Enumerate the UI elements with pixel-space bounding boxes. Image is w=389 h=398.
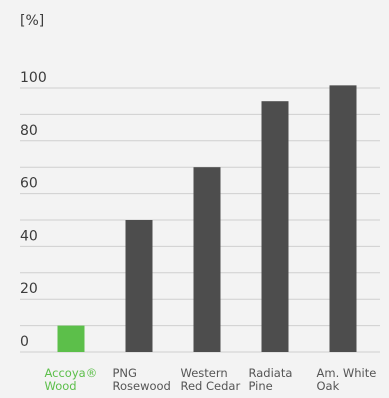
bar <box>261 101 289 352</box>
category-label: Accoya® <box>45 366 98 380</box>
y-tick-label: 20 <box>20 281 38 297</box>
category-label: Pine <box>249 379 273 393</box>
category-label: Oak <box>317 379 340 393</box>
category-label: Am. White <box>317 366 377 380</box>
bar <box>193 167 221 352</box>
category-label: PNG <box>113 366 137 380</box>
y-tick-label: 0 <box>20 334 29 350</box>
bar <box>57 325 85 352</box>
category-label: Radiata <box>249 366 293 380</box>
y-tick-label: 60 <box>20 176 38 192</box>
y-tick-label: 40 <box>20 228 38 244</box>
y-tick-label: 80 <box>20 123 38 139</box>
unit-label: [%] <box>20 13 44 29</box>
category-label: Western <box>181 366 228 380</box>
category-label: Wood <box>45 379 77 393</box>
bar <box>329 85 357 353</box>
tick-layer: 0 20 40 60 80 100 <box>20 70 47 350</box>
bar <box>125 220 153 352</box>
category-label: Rosewood <box>113 379 171 393</box>
y-tick-label: 100 <box>20 70 47 86</box>
bar-layer <box>57 85 357 353</box>
category-label: Red Cedar <box>181 379 241 393</box>
